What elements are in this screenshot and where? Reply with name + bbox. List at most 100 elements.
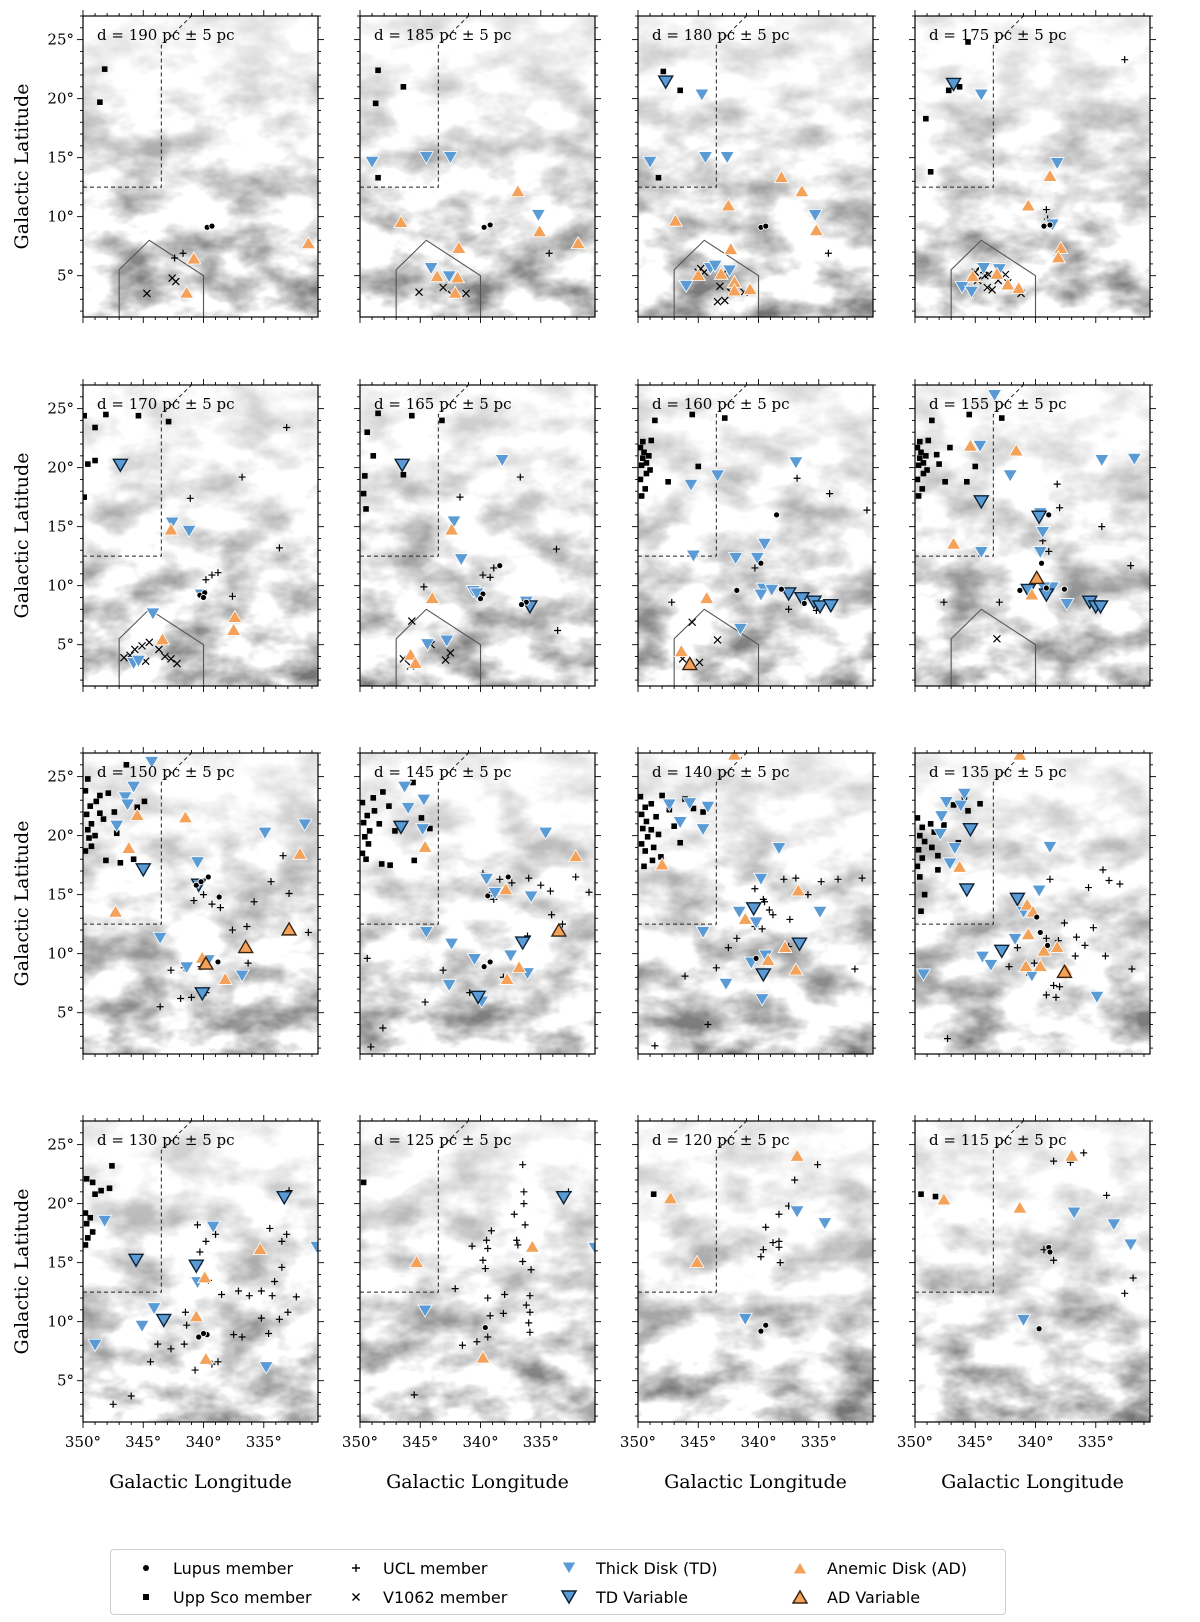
distance-label: d = 190 pc ± 5 pc — [97, 26, 235, 44]
usco-point — [427, 825, 433, 832]
usco-point — [376, 821, 383, 827]
td-variable-point — [127, 1253, 145, 1268]
dust-map-background — [83, 16, 318, 317]
thick-disk-point — [788, 456, 804, 470]
lupus-point — [477, 595, 484, 603]
markers — [642, 68, 832, 306]
dust-map-background — [83, 385, 318, 686]
ucl-point — [558, 920, 566, 928]
usco-point — [134, 804, 141, 811]
usco-point — [400, 84, 407, 90]
ucl-point — [940, 598, 948, 606]
anemic-disk-point — [760, 952, 776, 966]
ticks — [909, 10, 1156, 323]
ucl-point — [216, 904, 224, 912]
ucl-point — [508, 879, 516, 887]
x-tick-label: 335° — [801, 1433, 837, 1451]
ucl-point — [180, 1340, 188, 1348]
anemic-disk-point — [449, 270, 466, 284]
v1062-point — [154, 645, 163, 654]
usco-point — [936, 461, 942, 467]
ucl-point — [724, 944, 732, 952]
ticks — [354, 747, 601, 1060]
anemic-disk-point — [777, 939, 793, 953]
thick-disk-point — [125, 780, 142, 795]
v1062-point — [983, 283, 992, 292]
usco-marker-icon — [143, 1594, 149, 1600]
ucl-point — [1089, 924, 1097, 932]
ucl-point — [275, 1315, 283, 1323]
dust-map-background — [83, 753, 318, 1054]
panel: d = 150 pc ± 5 pc 5° 10° 15° 20° 25° — [47, 747, 324, 1060]
usco-point — [932, 1193, 939, 1200]
usco-point — [366, 828, 373, 834]
td-variable-point — [135, 863, 152, 878]
ucl-point — [1085, 884, 1093, 892]
ucl-point — [238, 473, 246, 481]
legend-item-adv: AD Variable — [787, 1587, 920, 1607]
thick-disk-point — [152, 931, 168, 946]
anemic-disk-point — [808, 222, 825, 237]
anemic-disk-point — [654, 857, 670, 871]
v1062-point — [120, 653, 128, 662]
ucl-point — [791, 1176, 799, 1184]
usco-point — [927, 821, 934, 827]
usco-point — [638, 493, 645, 499]
usco-point — [648, 826, 655, 833]
x-tick-label: 340° — [1017, 1433, 1053, 1451]
ucl-point — [537, 881, 545, 889]
ucl-point — [292, 1293, 300, 1301]
panel: d = 160 pc ± 5 pc — [632, 379, 879, 692]
distance-label: d = 170 pc ± 5 pc — [97, 395, 235, 413]
thick-disk-point — [682, 797, 698, 811]
usco-point — [89, 1229, 96, 1235]
ucl-point — [762, 1223, 770, 1231]
thick-disk-point — [771, 842, 787, 856]
legend-item-v1062: V1062 member — [343, 1587, 507, 1607]
td-variable-point — [194, 987, 211, 1002]
anemic-disk-point — [1010, 280, 1027, 294]
usco-point — [105, 790, 112, 796]
ucl-point — [761, 898, 769, 906]
usco-point — [111, 809, 118, 815]
ucl-point — [526, 1292, 534, 1300]
td-variable-point — [793, 591, 811, 607]
ucl-point — [278, 1263, 286, 1271]
anemic-disk-point — [178, 285, 195, 299]
upper-sco-boundary — [638, 16, 747, 188]
ucl-point — [230, 1331, 238, 1339]
thick-disk-point — [418, 151, 434, 165]
ucl-point — [496, 875, 504, 883]
usco-point — [917, 874, 923, 880]
v1062-point — [145, 638, 154, 647]
ucl-point — [421, 998, 429, 1006]
thick-disk-point — [487, 887, 503, 901]
ucl-point — [439, 966, 447, 974]
usco-point — [935, 852, 941, 859]
ticks — [77, 747, 324, 1060]
ticks — [632, 747, 879, 1060]
ucl-marker-icon — [352, 1564, 360, 1572]
thick-disk-point — [807, 209, 823, 223]
thick-disk-point — [478, 872, 495, 887]
panel-frame — [914, 752, 1151, 1055]
ucl-point — [283, 423, 291, 431]
usco-point — [362, 834, 368, 840]
usco-point — [387, 862, 393, 868]
usco-point — [640, 438, 646, 445]
ucl-point — [1116, 880, 1124, 888]
distance-label: d = 130 pc ± 5 pc — [97, 1131, 235, 1149]
usco-point — [919, 486, 926, 492]
x-tick-label: 350° — [342, 1433, 378, 1451]
anemic-disk-point — [1000, 277, 1016, 291]
y-tick-label: 15° — [47, 886, 74, 904]
ucl-point — [127, 1392, 135, 1400]
ucl-point — [179, 249, 187, 257]
ucl-point — [479, 1256, 487, 1264]
thick-disk-point — [530, 209, 547, 223]
panel-frame — [637, 752, 874, 1055]
usco-point — [641, 449, 647, 456]
anemic-disk-point — [951, 859, 968, 873]
upper-sco-boundary — [360, 753, 469, 925]
anemic-disk-point — [475, 1350, 491, 1364]
